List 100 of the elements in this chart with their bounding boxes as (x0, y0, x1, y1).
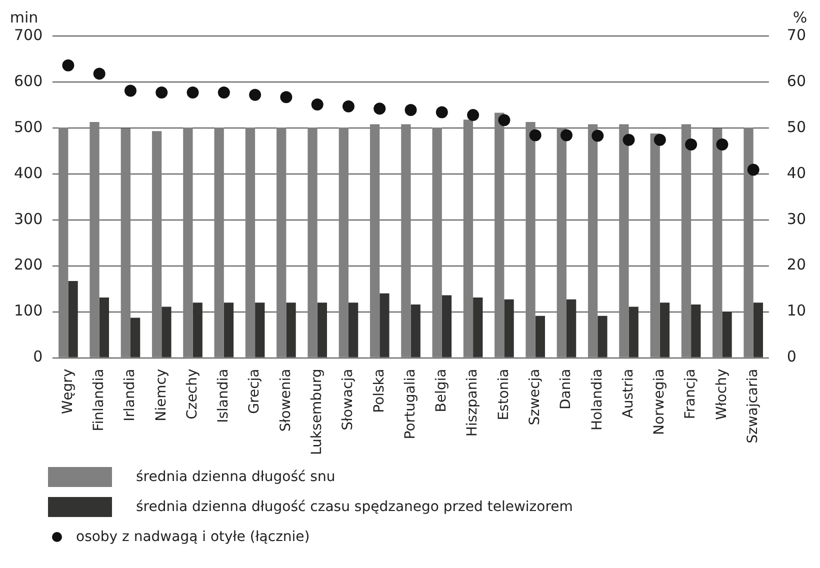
y2-tick-label: 30 (786, 210, 806, 228)
bar (681, 124, 692, 358)
x-tick-label: Norwegia (652, 368, 668, 435)
point (218, 86, 230, 99)
x-tick-label: Austria (620, 368, 636, 418)
x-tick-label: Słowenia (278, 368, 294, 432)
bar (245, 127, 256, 358)
bar (535, 316, 545, 358)
y2-tick-label: 50 (786, 118, 806, 136)
point (467, 109, 480, 122)
bar (162, 306, 172, 358)
x-tick-label: Belgia (434, 368, 450, 412)
point (592, 130, 604, 142)
y-tick-label: 300 (14, 210, 43, 228)
bar (183, 127, 193, 358)
x-tick-label: Polska (371, 368, 388, 413)
point (311, 98, 324, 110)
point (249, 88, 262, 101)
bar (526, 122, 536, 358)
y-tick-label: 200 (14, 256, 43, 274)
bar (566, 299, 576, 358)
point (685, 138, 698, 150)
bar (370, 124, 380, 358)
bar (753, 302, 763, 358)
y-tick-label: 0 (33, 348, 43, 366)
bar (308, 127, 318, 358)
x-tick-label: Portugalia (402, 368, 418, 440)
bar (744, 127, 754, 358)
bar (380, 293, 390, 358)
bar (442, 295, 452, 358)
y2-tick-label: 20 (786, 256, 806, 274)
bar (99, 298, 109, 358)
bar (660, 302, 670, 358)
y-tick-label: 100 (14, 302, 43, 320)
point (186, 86, 199, 99)
x-tick-label: Czechy (184, 368, 200, 420)
y2-tick-label: 60 (786, 72, 806, 90)
bar (473, 298, 483, 358)
bar (410, 304, 420, 358)
bar (348, 302, 358, 358)
point (62, 59, 74, 72)
bar (401, 124, 411, 358)
y2-tick-label: 0 (786, 348, 796, 366)
point (280, 91, 292, 104)
bar (286, 302, 296, 358)
bar (338, 127, 348, 358)
x-tick-label: Luksemburg (308, 368, 325, 456)
x-tick-label: Grecja (246, 368, 263, 414)
y-tick-label: 600 (14, 72, 43, 90)
x-tick-label: Dania (558, 368, 574, 410)
x-tick-label: Holandia (589, 368, 606, 431)
bar (628, 306, 638, 358)
bar (130, 318, 140, 358)
point (374, 102, 386, 115)
x-tick-label: Szwajcaria (744, 368, 761, 444)
bar (224, 302, 234, 358)
legend-label: średnia dzienna długość czasu spędzanego przed telewizorem (136, 499, 573, 515)
bar (120, 128, 130, 358)
bar (504, 299, 514, 358)
bar (494, 112, 504, 358)
x-tick-label: Hiszpania (464, 368, 481, 437)
point (124, 84, 136, 97)
bar (650, 133, 660, 358)
point (93, 68, 106, 80)
x-tick-label: Finlandia (90, 368, 107, 432)
x-tick-label: Węgry (60, 368, 76, 414)
bar (152, 131, 162, 358)
y2-tick-label: 70 (786, 26, 806, 44)
bar (722, 312, 732, 358)
bar (691, 304, 701, 358)
y2-axis-title: % (792, 8, 808, 26)
point (654, 134, 666, 146)
bar (463, 120, 474, 358)
y-tick-label: 500 (14, 118, 43, 136)
y-axis-title: min (10, 8, 38, 26)
bar (588, 124, 598, 358)
y2-tick-label: 10 (786, 302, 806, 320)
x-tick-label: Włochy (714, 368, 730, 420)
bar (619, 124, 629, 358)
bar (68, 281, 78, 358)
point (156, 86, 168, 99)
bar (712, 128, 722, 358)
x-tick-label: Francja (682, 368, 699, 420)
bar (556, 128, 566, 358)
point (498, 114, 510, 126)
bar (432, 127, 442, 358)
y-tick-label: 400 (14, 164, 43, 182)
point (622, 134, 635, 146)
point (342, 100, 354, 112)
bar (255, 302, 265, 358)
bar (317, 302, 327, 358)
point (529, 129, 542, 142)
legend-label: średnia dzienna długość snu (136, 469, 336, 485)
bar (90, 122, 100, 358)
legend-label: osoby z nadwagą i otyłe (łącznie) (76, 529, 310, 545)
x-tick-label: Estonia (496, 368, 512, 420)
bar (192, 302, 202, 358)
x-tick-label: Szwecja (526, 368, 543, 426)
point (436, 106, 448, 118)
point (747, 164, 760, 176)
